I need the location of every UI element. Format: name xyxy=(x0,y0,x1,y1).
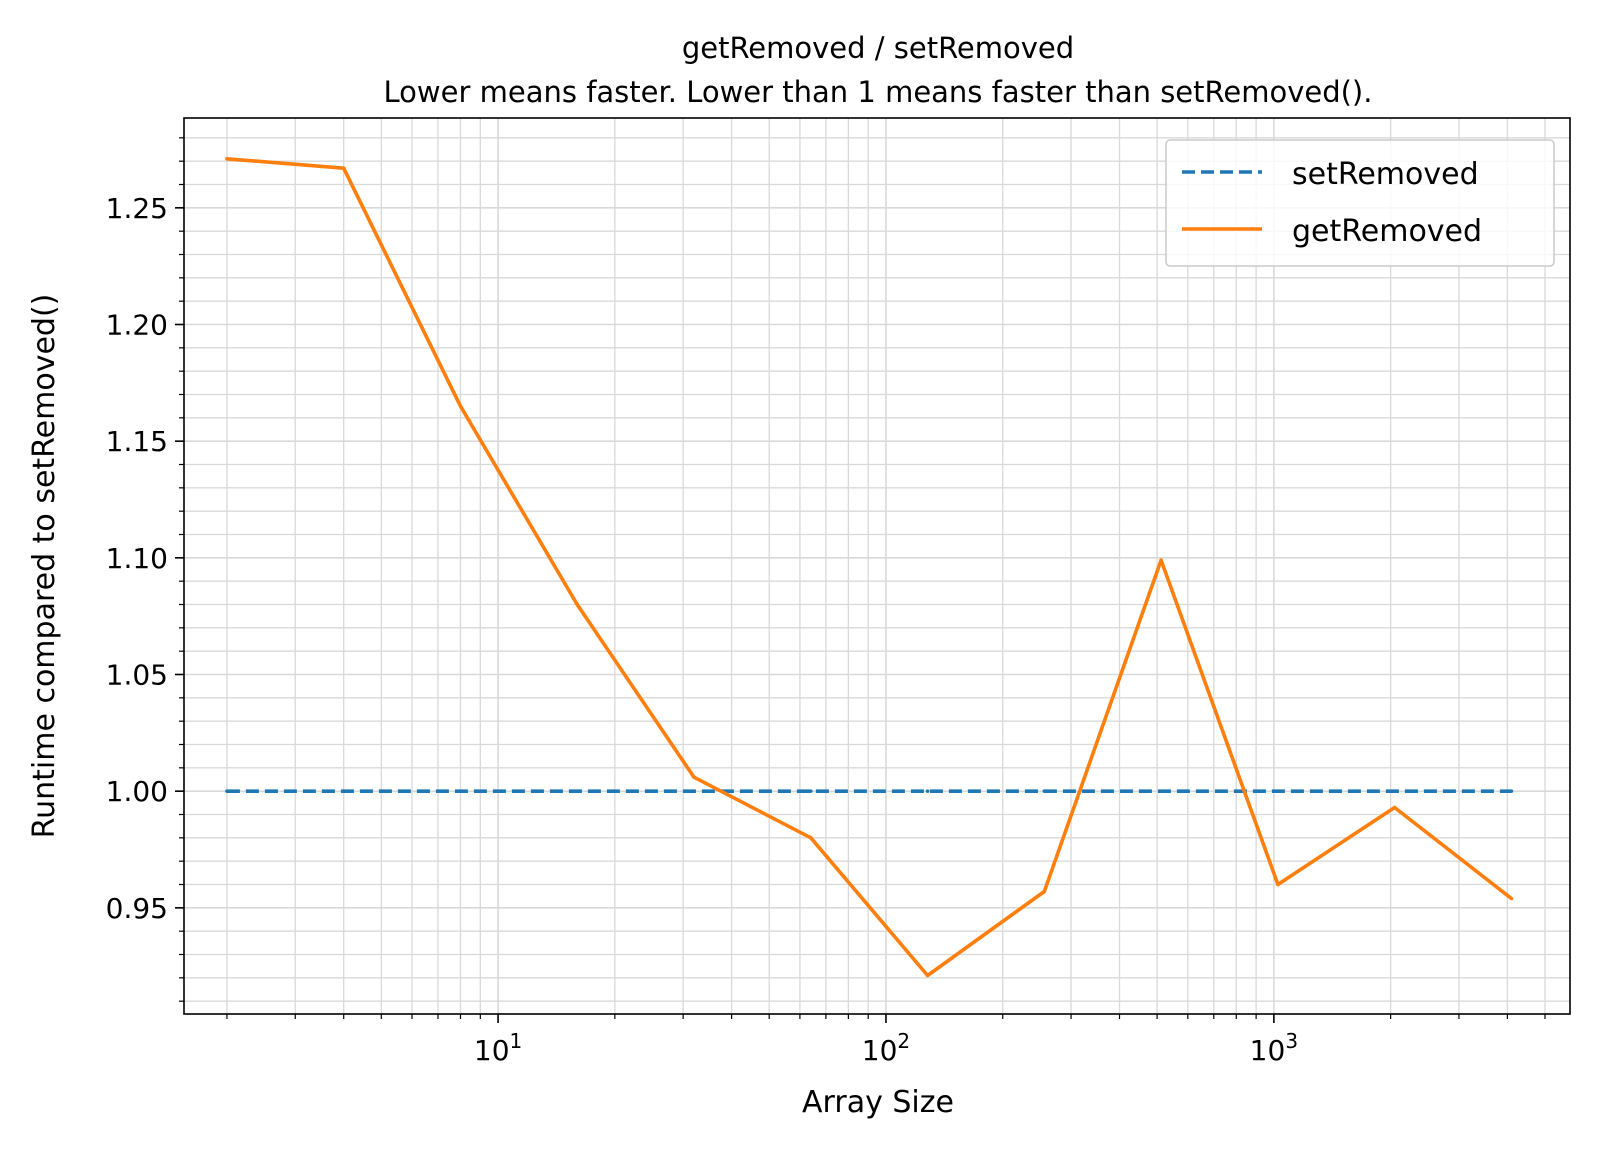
data-point-getremoved xyxy=(692,775,696,779)
data-point-setremoved xyxy=(458,789,463,793)
data-point-setremoved xyxy=(1509,789,1514,793)
ticks: 0.95 1.00 1.05 1.10 1.15 1.20 1.25 101 102 103 xyxy=(106,137,1546,1067)
x-tick-label: 103 xyxy=(1250,1029,1298,1067)
data-point-setremoved xyxy=(225,789,229,793)
legend-label-setremoved: setRemoved xyxy=(1292,157,1479,192)
data-point-setremoved xyxy=(925,789,930,793)
data-point-setremoved xyxy=(1042,789,1047,793)
data-point-getremoved xyxy=(1159,558,1163,562)
x-axis-label: Array Size xyxy=(802,1085,954,1120)
y-tick-label: 1.00 xyxy=(106,775,168,808)
plot-frame xyxy=(183,117,1571,1015)
y-tick-label: 1.05 xyxy=(106,659,168,692)
chart-title: getRemoved / setRemoved xyxy=(682,31,1074,65)
chart-subtitle: Lower means faster. Lower than 1 means f… xyxy=(384,75,1373,109)
data-point-getremoved xyxy=(225,157,229,161)
x-tick-label: 102 xyxy=(862,1029,910,1067)
data-point-setremoved xyxy=(692,789,696,793)
data-point-getremoved xyxy=(1276,882,1280,887)
data-point-getremoved xyxy=(1392,805,1397,810)
y-tick-label: 1.25 xyxy=(106,192,168,225)
y-tick-label: 1.10 xyxy=(106,542,168,575)
series-layer xyxy=(225,157,1514,978)
data-point-getremoved xyxy=(458,404,463,408)
data-point-setremoved xyxy=(575,789,580,793)
data-point-getremoved xyxy=(341,166,346,170)
data-point-getremoved xyxy=(1042,889,1047,894)
data-point-setremoved xyxy=(1392,789,1397,793)
x-tick-label: 101 xyxy=(474,1029,522,1067)
y-tick-label: 1.20 xyxy=(106,309,168,342)
data-point-getremoved xyxy=(925,973,930,978)
data-point-getremoved xyxy=(575,602,580,607)
y-tick-label: 1.15 xyxy=(106,425,168,458)
data-point-setremoved xyxy=(341,789,346,793)
data-point-setremoved xyxy=(808,789,813,793)
legend-label-getremoved: getRemoved xyxy=(1292,214,1482,249)
y-axis-label: Runtime compared to setRemoved() xyxy=(27,294,62,839)
grid xyxy=(184,118,1570,1014)
legend: setRemoved getRemoved xyxy=(1165,139,1555,267)
data-point-setremoved xyxy=(1276,789,1280,793)
data-point-getremoved xyxy=(808,836,813,840)
y-tick-label: 0.95 xyxy=(106,892,168,925)
data-point-getremoved xyxy=(1509,896,1514,901)
series-line-getremoved xyxy=(226,157,1513,978)
data-point-setremoved xyxy=(1159,789,1163,793)
legend-frame xyxy=(1165,139,1555,267)
